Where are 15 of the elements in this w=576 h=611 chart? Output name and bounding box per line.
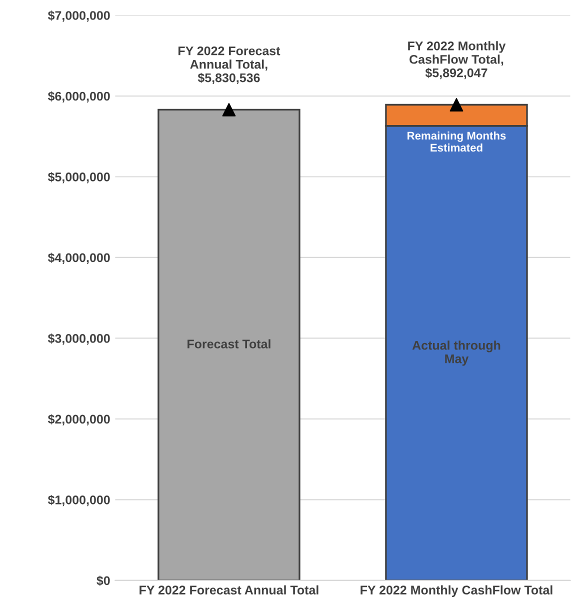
series-label: Remaining Months Estimated xyxy=(408,131,506,152)
annotation: FY 2022 Monthly CashFlow Total, $5,892,047 xyxy=(408,41,506,80)
y-tick-label: $3,000,000 xyxy=(48,333,110,345)
y-tick-label: $4,000,000 xyxy=(48,252,110,264)
y-tick-label: $5,000,000 xyxy=(48,172,110,184)
y-tick-label: $2,000,000 xyxy=(48,414,110,426)
y-tick-label: $6,000,000 xyxy=(48,91,110,102)
x-tick-label: FY 2022 Forecast Annual Total xyxy=(140,585,318,594)
y-tick-label: $1,000,000 xyxy=(48,494,110,506)
y-tick-label: $7,000,000 xyxy=(48,10,110,22)
series-label: Actual through May xyxy=(412,340,500,366)
series-label: Forecast Total xyxy=(188,339,270,348)
x-tick-label: FY 2022 Monthly CashFlow Total xyxy=(360,585,552,597)
y-tick-label: $0 xyxy=(96,576,110,586)
annotation: FY 2022 Forecast Annual Total, $5,830,536 xyxy=(178,46,280,84)
